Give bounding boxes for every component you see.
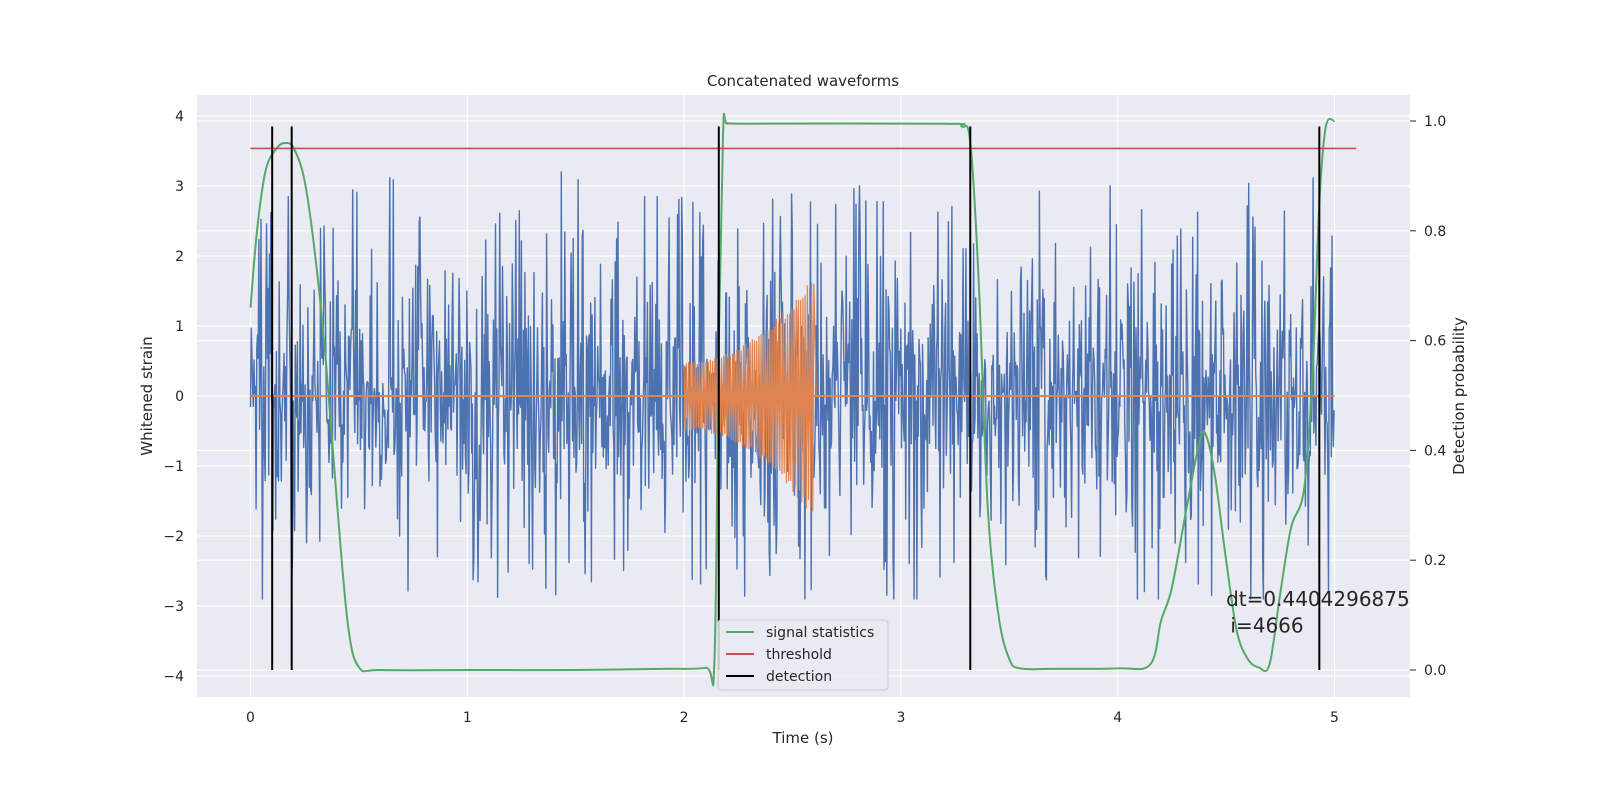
annotation-text: i=4666: [1230, 614, 1303, 638]
y-tick-label: −1: [163, 459, 184, 475]
y-tick-label: −3: [163, 599, 184, 615]
y-tick-label: 4: [175, 109, 184, 125]
x-axis: 0 1 2 3 4 5: [246, 710, 1339, 726]
legend: signal statistics threshold detection: [717, 619, 889, 691]
legend-box: [717, 619, 889, 691]
detection-series: [271, 126, 1321, 670]
y-tick-label: 0: [175, 389, 184, 405]
signal-statistics-series: [249, 113, 1336, 687]
x-tick-label: 5: [1330, 710, 1339, 726]
x-axis-title: Time (s): [772, 729, 834, 747]
x-tick-label: 1: [463, 710, 472, 726]
y2-tick-label: 0.6: [1424, 334, 1446, 350]
x-tick-label: 4: [1113, 710, 1122, 726]
legend-label-threshold: threshold: [766, 647, 832, 663]
y-tick-label: 1: [175, 319, 184, 335]
y2-tick-label: 0.2: [1424, 553, 1446, 569]
plot-content: [249, 113, 1357, 687]
chirp-waveform-series: [683, 282, 817, 512]
chart-title: Concatenated waveforms: [707, 72, 899, 90]
y-tick-label: −4: [163, 669, 184, 685]
annotations: dt=0.4404296875 i=4666: [1226, 587, 1410, 638]
y-tick-label: 3: [175, 179, 184, 195]
y2-tick-label: 0.8: [1424, 224, 1446, 240]
x-tick-label: 0: [246, 710, 255, 726]
y2-axis-title: Detection probability: [1450, 317, 1468, 475]
y-axis-right: 1.0 0.8 0.6 0.4 0.2 0.0: [1410, 114, 1446, 679]
y-axis-left: 4 3 2 1 0 −1 −2 −3 −4: [163, 109, 184, 685]
y2-tick-label: 1.0: [1424, 114, 1446, 130]
y2-tick-label: 0.0: [1424, 663, 1446, 679]
y2-tick-label: 0.4: [1424, 443, 1446, 459]
y-tick-label: 2: [175, 249, 184, 265]
y-tick-label: −2: [163, 529, 184, 545]
x-tick-label: 3: [896, 710, 905, 726]
x-tick-label: 2: [680, 710, 689, 726]
annotation-text: dt=0.4404296875: [1226, 587, 1410, 611]
legend-label-signal-statistics: signal statistics: [766, 625, 874, 641]
legend-label-detection: detection: [766, 669, 832, 685]
whitened-strain-series: [249, 171, 1335, 600]
y-axis-title: Whitened strain: [138, 336, 156, 455]
